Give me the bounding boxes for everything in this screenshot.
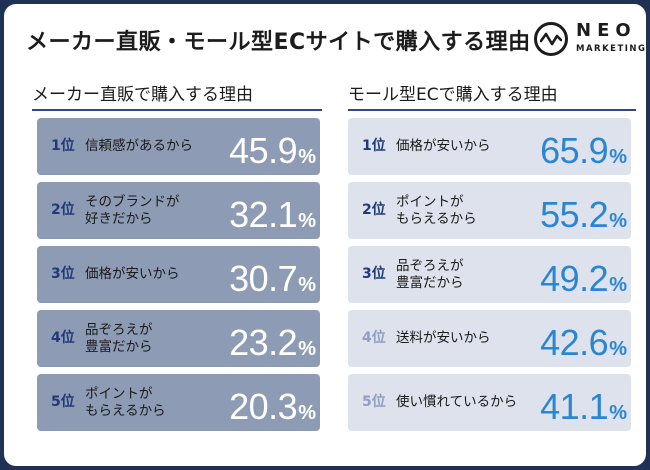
rank-label: 3位 (362, 266, 386, 282)
value-number: 20.3 (229, 386, 298, 427)
percentage-value: 41.1% (540, 386, 627, 428)
ranking-row: 4位 品ぞろえが 豊富だから 23.2% (37, 310, 320, 367)
percentage-value: 20.3% (229, 386, 316, 428)
ranking-row: 1位 価格が安いから 65.9% (348, 118, 631, 175)
reason-label: 価格が安いから (85, 266, 180, 282)
ranking-row: 3位 品ぞろえが 豊富だから 49.2% (348, 246, 631, 303)
value-number: 55.2 (540, 194, 609, 235)
value-number: 41.1 (540, 386, 609, 427)
percent-sign: % (298, 274, 316, 296)
percent-sign: % (609, 146, 627, 168)
reason-label: 価格が安いから (396, 138, 491, 154)
rank-label: 4位 (51, 330, 75, 346)
percentage-value: 49.2% (540, 258, 627, 300)
percentage-value: 65.9% (540, 130, 627, 172)
ranking-row: 5位 ポイントが もらえるから 20.3% (37, 374, 320, 431)
rank-label: 2位 (362, 202, 386, 218)
ranking-row: 5位 使い慣れているから 41.1% (348, 374, 631, 431)
reason-label: ポイントが もらえるから (396, 193, 477, 227)
percent-sign: % (609, 338, 627, 360)
ranking-row: 2位 そのブランドが 好きだから 32.1% (37, 182, 320, 239)
ranking-row: 2位 ポイントが もらえるから 55.2% (348, 182, 631, 239)
logo-subtitle: MARKETING (576, 44, 646, 54)
percentage-value: 42.6% (540, 322, 627, 364)
value-number: 32.1 (229, 194, 298, 235)
reason-label: ポイントが もらえるから (85, 385, 166, 419)
left-column-title: メーカー直販で購入する理由 (32, 85, 253, 105)
reason-label: 使い慣れているから (396, 394, 518, 410)
rank-label: 2位 (51, 202, 75, 218)
value-number: 42.6 (540, 322, 609, 363)
logo-name: NEO (576, 20, 637, 41)
value-number: 49.2 (540, 258, 609, 299)
percentage-value: 23.2% (229, 322, 316, 364)
percent-sign: % (298, 146, 316, 168)
right-column-title: モール型ECで購入する理由 (348, 85, 558, 105)
rank-label: 1位 (51, 138, 75, 154)
rank-label: 4位 (362, 330, 386, 346)
reason-label: 送料が安いから (396, 330, 491, 346)
reason-label: 品ぞろえが 豊富だから (85, 321, 153, 355)
rank-label: 3位 (51, 266, 75, 282)
value-number: 65.9 (540, 130, 609, 171)
rank-label: 5位 (362, 394, 386, 410)
reason-label: そのブランドが 好きだから (85, 193, 180, 227)
page-title: メーカー直販・モール型ECサイトで購入する理由 (26, 30, 531, 55)
ranking-row: 3位 価格が安いから 30.7% (37, 246, 320, 303)
neo-marketing-logo: NEO MARKETING (534, 18, 646, 62)
logo-wave-icon (534, 22, 568, 56)
reason-label: 品ぞろえが 豊富だから (396, 257, 464, 291)
percent-sign: % (298, 402, 316, 424)
percent-sign: % (609, 274, 627, 296)
percentage-value: 55.2% (540, 194, 627, 236)
percent-sign: % (298, 338, 316, 360)
value-number: 45.9 (229, 130, 298, 171)
ranking-row: 1位 信頼感があるから 45.9% (37, 118, 320, 175)
infographic-card: メーカー直販・モール型ECサイトで購入する理由 NEO MARKETING メー… (4, 4, 646, 466)
ranking-row: 4位 送料が安いから 42.6% (348, 310, 631, 367)
left-column-divider (32, 109, 322, 111)
rank-label: 5位 (51, 394, 75, 410)
right-column-divider (348, 109, 636, 111)
reason-label: 信頼感があるから (85, 138, 193, 154)
percent-sign: % (298, 210, 316, 232)
value-number: 23.2 (229, 322, 298, 363)
percent-sign: % (609, 210, 627, 232)
percentage-value: 45.9% (229, 130, 316, 172)
value-number: 30.7 (229, 258, 298, 299)
percentage-value: 30.7% (229, 258, 316, 300)
rank-label: 1位 (362, 138, 386, 154)
percentage-value: 32.1% (229, 194, 316, 236)
percent-sign: % (609, 402, 627, 424)
